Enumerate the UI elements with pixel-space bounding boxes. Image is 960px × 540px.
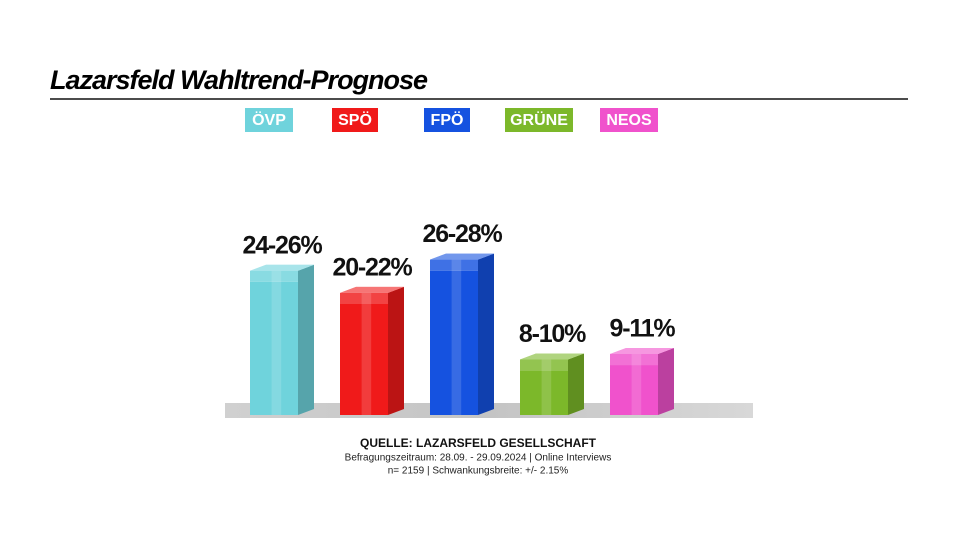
bar-top-tint	[340, 286, 404, 293]
bar	[250, 281, 298, 415]
bar-top-tint	[520, 353, 584, 360]
bar-top	[250, 264, 314, 271]
bar-highlight	[631, 353, 642, 415]
legend-swatch	[424, 108, 470, 132]
bar-range	[430, 259, 478, 271]
value-label: 24-26%	[243, 231, 323, 259]
source: QUELLE: LAZARSFELD GESELLSCHAFT	[360, 436, 597, 450]
bar-side-shade	[568, 353, 584, 415]
bar-top	[430, 253, 494, 260]
bar-top-tint	[250, 264, 314, 271]
bar-range-tint	[610, 353, 658, 366]
legend-label: NEOS	[606, 112, 652, 129]
chart-title: Lazarsfeld Wahltrend-Prognose	[50, 65, 428, 95]
bar-highlight	[541, 359, 552, 415]
bar-highlight	[361, 292, 372, 415]
bar-top	[340, 286, 404, 293]
bar-range	[610, 353, 658, 366]
bar-range-tint	[250, 270, 298, 282]
legend-label: ÖVP	[252, 110, 286, 129]
value-label: 9-11%	[610, 315, 676, 343]
note: Befragungszeitraum: 28.09. - 29.09.2024 …	[345, 453, 612, 464]
bar-top-tint	[610, 347, 674, 354]
bar	[610, 365, 658, 415]
bar-top	[520, 353, 584, 360]
bar-side	[478, 253, 494, 415]
legend-swatch	[245, 108, 293, 132]
value-label: 20-22%	[333, 254, 413, 282]
bar-side	[568, 353, 584, 415]
legend-swatch	[505, 108, 573, 132]
bar-side	[388, 286, 404, 415]
bar-side	[658, 347, 674, 415]
bar-range	[520, 359, 568, 371]
legend-swatch	[332, 108, 378, 132]
value-label: 26-28%	[423, 220, 503, 248]
legend-label: SPÖ	[338, 110, 372, 129]
bar-range-tint	[520, 359, 568, 371]
note: n= 2159 | Schwankungsbreite: +/- 2.15%	[388, 466, 569, 477]
bar	[430, 270, 478, 415]
bar-side-shade	[388, 286, 404, 415]
bar	[340, 304, 388, 415]
bar	[520, 370, 568, 415]
legend-swatch	[600, 108, 658, 132]
value-label: 8-10%	[519, 320, 586, 348]
bar-top-tint	[430, 253, 494, 260]
bar-range	[250, 270, 298, 282]
bar-highlight	[451, 259, 462, 415]
bar-range-tint	[430, 259, 478, 271]
bar-highlight	[271, 270, 282, 415]
legend-label: FPÖ	[431, 110, 464, 129]
bar-top	[610, 347, 674, 354]
bar-side	[298, 264, 314, 415]
legend-label: GRÜNE	[510, 110, 568, 129]
bar-range-tint	[340, 292, 388, 304]
bar-side-shade	[658, 347, 674, 415]
bar-side-shade	[478, 253, 494, 415]
bar-side-shade	[298, 264, 314, 415]
bar-range	[340, 292, 388, 304]
